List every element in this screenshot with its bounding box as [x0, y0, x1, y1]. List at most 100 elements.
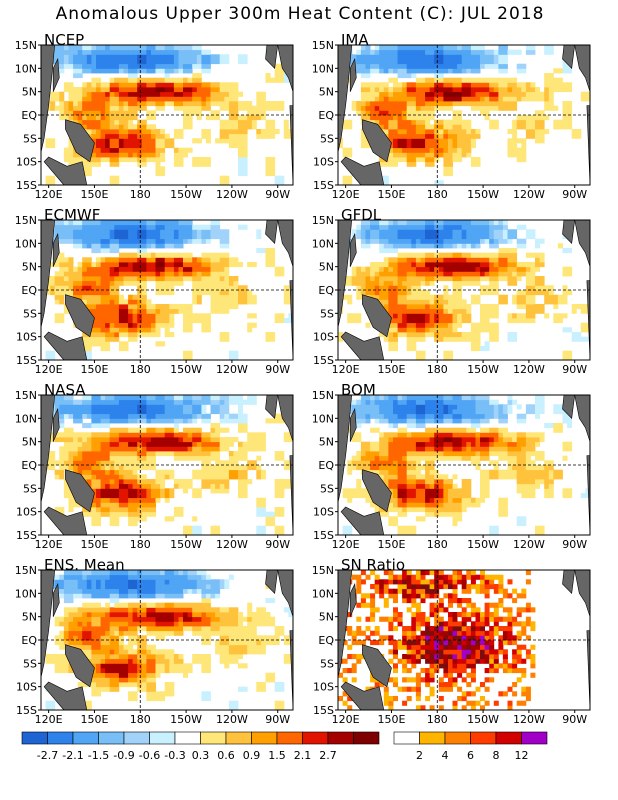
colorbar-swatch [251, 731, 278, 745]
colorbar-label: 2.7 [319, 749, 337, 762]
lon-tick-label: 150E [80, 363, 108, 376]
colorbar-swatch [302, 731, 329, 745]
lon-tick-label: 150W [170, 713, 202, 726]
lon-tick-label: 120W [513, 538, 545, 551]
lat-tick-label: 15N [15, 39, 37, 52]
lat-tick-label: 10N [15, 412, 37, 425]
lon-tick-label: 120W [216, 363, 248, 376]
lat-tick-label: EQ [318, 284, 334, 297]
lon-tick-label: 150W [467, 188, 499, 201]
lat-tick-label: 10N [312, 412, 334, 425]
lat-tick-label: 5S [23, 307, 37, 320]
colorbar-label: -0.3 [164, 749, 185, 762]
lon-tick-label: 180 [130, 363, 151, 376]
lat-tick-label: EQ [318, 634, 334, 647]
lat-tick-label: 5S [320, 132, 334, 145]
lat-tick-label: 10S [313, 331, 334, 344]
colorbar-swatch [98, 731, 125, 745]
lon-tick-label: 90W [265, 538, 290, 551]
lon-tick-label: 150E [377, 363, 405, 376]
colorbar-swatch [225, 731, 252, 745]
lon-tick-label: 150W [467, 538, 499, 551]
lon-tick-label: 120W [513, 188, 545, 201]
lat-tick-label: 5S [23, 657, 37, 670]
colorbar-label: 0.6 [217, 749, 235, 762]
lat-tick-label: 5N [319, 436, 334, 449]
lat-tick-label: EQ [21, 634, 37, 647]
lat-tick-label: 10S [313, 506, 334, 519]
lon-tick-label: 120W [513, 713, 545, 726]
lon-tick-label: 180 [427, 713, 448, 726]
lon-tick-label: 90W [265, 363, 290, 376]
lon-tick-label: 90W [562, 363, 587, 376]
lon-tick-label: 150E [377, 713, 405, 726]
lon-tick-label: 150E [80, 188, 108, 201]
lat-tick-label: 15S [16, 529, 37, 542]
lon-tick-label: 150W [467, 713, 499, 726]
lon-tick-label: 90W [265, 713, 290, 726]
colorbar-label: 1.5 [268, 749, 286, 762]
lat-tick-label: 5S [23, 132, 37, 145]
colorbar-swatch [470, 731, 497, 745]
lat-tick-label: 10N [312, 237, 334, 250]
lon-tick-label: 150E [377, 188, 405, 201]
lat-tick-label: 10N [312, 587, 334, 600]
colorbar-swatch [149, 731, 176, 745]
colorbar-label: -2.7 [37, 749, 58, 762]
lat-tick-label: 15N [312, 389, 334, 402]
colorbar-label: -1.5 [88, 749, 109, 762]
lat-tick-label: 5S [320, 482, 334, 495]
lon-tick-label: 120E [332, 713, 360, 726]
colorbar-label: 0.9 [243, 749, 261, 762]
colorbar-label: 2.1 [294, 749, 312, 762]
colorbar-label: 12 [515, 749, 529, 762]
colorbar-swatch [200, 731, 227, 745]
lon-tick-label: 180 [130, 713, 151, 726]
map-panel-5: BOM 15N 10N 5N EQ 5S 10S 15S 120E 150E 180 150W 120W… [297, 381, 597, 558]
lat-tick-label: EQ [318, 459, 334, 472]
lon-tick-label: 120W [216, 188, 248, 201]
colorbar-swatch [123, 731, 150, 745]
colorbar-label: 8 [493, 749, 500, 762]
lon-tick-label: 90W [562, 538, 587, 551]
colorbar-swatch [419, 731, 446, 745]
lon-tick-label: 120E [35, 713, 63, 726]
lon-tick-label: 120W [513, 363, 545, 376]
lat-tick-label: 15S [16, 354, 37, 367]
colorbar-swatch [174, 731, 201, 745]
lat-tick-label: 5N [22, 261, 37, 274]
lon-tick-label: 120E [332, 538, 360, 551]
lon-tick-label: 180 [130, 188, 151, 201]
lon-tick-label: 120E [35, 363, 63, 376]
colorbar-swatch [353, 731, 380, 745]
lat-tick-label: 15S [313, 179, 334, 192]
lon-tick-label: 120E [35, 188, 63, 201]
lat-tick-label: 15N [15, 389, 37, 402]
map-panel-1: JMA 15N 10N 5N EQ 5S 10S 15S 120E 150E 180 150W 120W… [297, 31, 597, 208]
colorbar-label: 0.3 [192, 749, 210, 762]
colorbar-swatch [72, 731, 99, 745]
map-panel-3: GFDL 15N 10N 5N EQ 5S 10S 15S 120E 150E 180 150W 120… [297, 206, 597, 383]
colorbar-swatch [444, 731, 471, 745]
lat-tick-label: 5N [319, 86, 334, 99]
colorbar-label: -0.9 [113, 749, 134, 762]
map-panel-2: ECMWF 15N 10N 5N EQ 5S 10S 15S 120E 150E 180 150W 12… [0, 206, 300, 383]
lon-tick-label: 150E [80, 538, 108, 551]
lat-tick-label: 5S [23, 482, 37, 495]
map-panel-0: NCEP 15N 10N 5N EQ 5S 10S 15S 120E 150E 180 150W 120… [0, 31, 300, 208]
colorbar-label: -2.1 [62, 749, 83, 762]
lat-tick-label: EQ [21, 109, 37, 122]
lon-tick-label: 150W [170, 538, 202, 551]
lat-tick-label: 15N [15, 214, 37, 227]
colorbar-swatch [21, 731, 48, 745]
anomaly-colorbar: -2.7 -2.1 -1.5 -0.9 -0.6 -0.3 0.3 0.6 0.9 1.5 2.1 2… [21, 731, 380, 776]
colorbar-label: 4 [442, 749, 449, 762]
lat-tick-label: 10S [313, 156, 334, 169]
colorbar-swatch [47, 731, 74, 745]
lat-tick-label: 10S [16, 331, 37, 344]
